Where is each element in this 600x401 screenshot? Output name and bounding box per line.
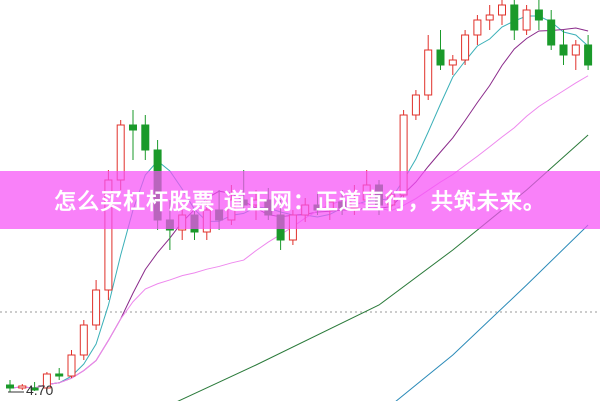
candle-body: [129, 124, 137, 131]
candle-body: [436, 49, 445, 66]
low-price-label: 4.70: [26, 382, 54, 398]
ma-long2-line: [395, 224, 589, 401]
candle-body: [6, 384, 14, 389]
candle-body: [534, 9, 543, 21]
candle-body: [485, 14, 494, 21]
candle-body: [473, 19, 482, 36]
candle-body: [42, 373, 51, 389]
candle-body: [510, 4, 519, 31]
candle-body: [571, 44, 580, 56]
candle-body: [547, 19, 556, 46]
candle-body: [79, 324, 88, 356]
candle-body: [424, 49, 433, 96]
overlay-banner: 怎么买杠杆股票 道正网：正道直行，共筑未来。: [0, 171, 600, 229]
candle-body: [55, 373, 64, 377]
candle-body: [141, 124, 150, 151]
candle-body: [18, 385, 27, 389]
candle-body: [498, 4, 506, 16]
banner-text: 怎么买杠杆股票 道正网：正道直行，共筑未来。: [54, 190, 546, 215]
candle-body: [411, 94, 420, 116]
candle-body: [559, 44, 568, 56]
candle-body: [461, 34, 470, 61]
candle-body: [522, 9, 531, 31]
candle-body: [584, 44, 593, 66]
candle-body: [30, 387, 39, 391]
candle-body: [67, 354, 76, 377]
candle-body: [92, 289, 101, 326]
candle-body: [448, 59, 457, 66]
